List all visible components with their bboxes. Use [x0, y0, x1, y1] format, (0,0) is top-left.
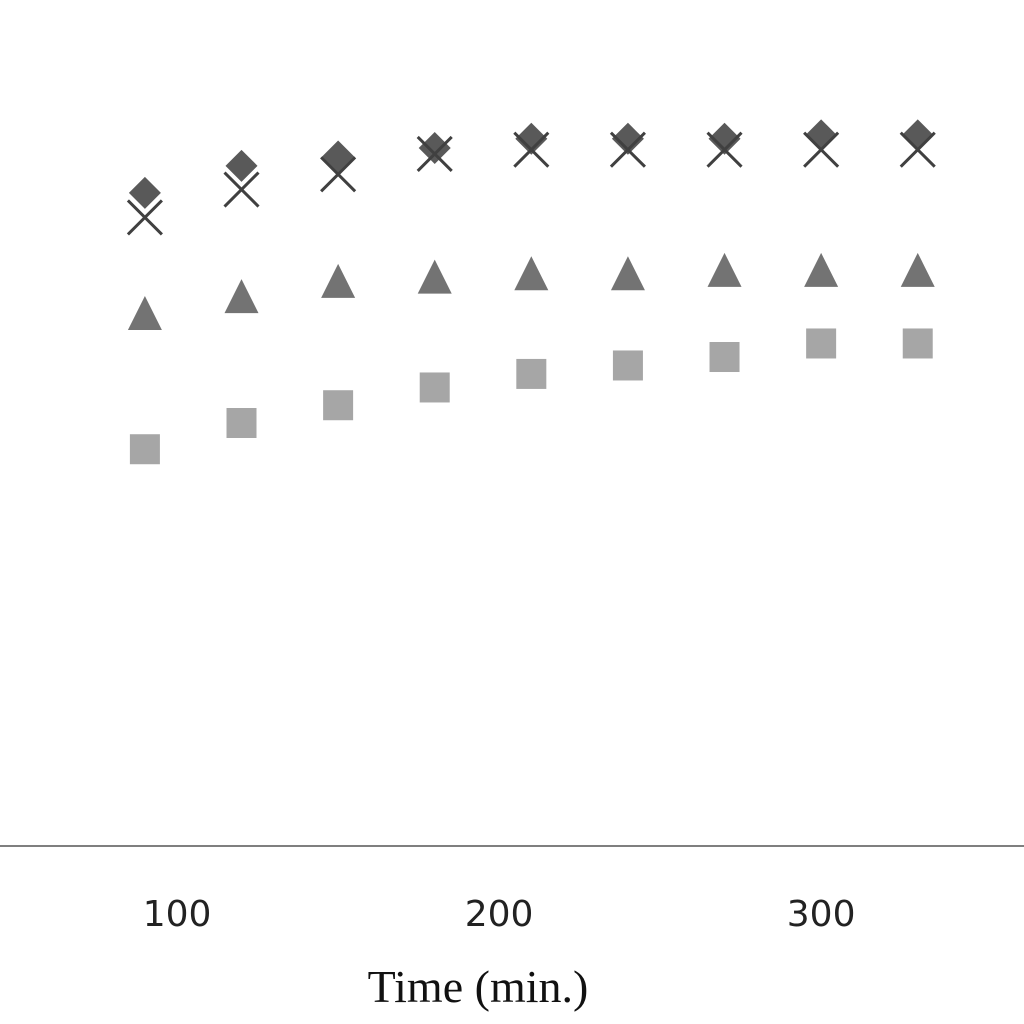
series-3-point-5 [514, 256, 549, 291]
series-1-point-1 [128, 176, 161, 209]
series-2-point-3 [320, 156, 357, 193]
x-axis-ticks: 100 200 300 [143, 894, 856, 935]
x-tick-label-100: 100 [143, 894, 212, 935]
series-3-point-1 [127, 296, 162, 331]
series-3-point-8 [804, 252, 839, 287]
series-2-point-7 [706, 131, 743, 168]
series-1-point-8 [805, 119, 838, 152]
series-3-point-6 [610, 256, 645, 291]
series-1-point-5 [515, 122, 548, 155]
series-3-point-4 [417, 259, 452, 294]
series-1-point-3 [322, 140, 355, 173]
series-4-point-5 [516, 358, 547, 389]
series-4-point-6 [612, 350, 643, 381]
series-4-point-4 [419, 372, 450, 403]
series-4-point-1 [129, 434, 160, 465]
series-1-point-9 [901, 119, 934, 152]
series-1-point-4 [418, 132, 451, 165]
series-4-point-3 [323, 390, 354, 421]
series-2-point-1 [126, 199, 163, 236]
series-3-point-7 [707, 252, 742, 287]
series-4-point-9 [902, 328, 933, 359]
series-4-point-2 [226, 408, 257, 438]
series-1-point-2 [225, 149, 258, 182]
series-2-point-6 [609, 131, 646, 168]
series-4-point-7 [709, 342, 740, 373]
series-1-point-6 [611, 122, 644, 155]
series-4-point-8 [806, 328, 837, 359]
series-2-point-5 [513, 131, 550, 168]
series-2-point-4 [416, 135, 453, 173]
series-2-point-8 [803, 131, 840, 168]
x-tick-label-300: 300 [787, 894, 856, 935]
series-2-point-9 [899, 131, 936, 168]
series-1-point-7 [708, 122, 741, 155]
series-2-point-2 [223, 171, 260, 208]
series-3-point-2 [224, 279, 259, 314]
x-axis-title: Time (min.) [368, 961, 589, 1012]
series-3-point-3 [321, 263, 356, 298]
series-3-point-9 [900, 252, 935, 287]
plot-area [126, 119, 936, 465]
x-tick-label-200: 200 [465, 894, 534, 935]
